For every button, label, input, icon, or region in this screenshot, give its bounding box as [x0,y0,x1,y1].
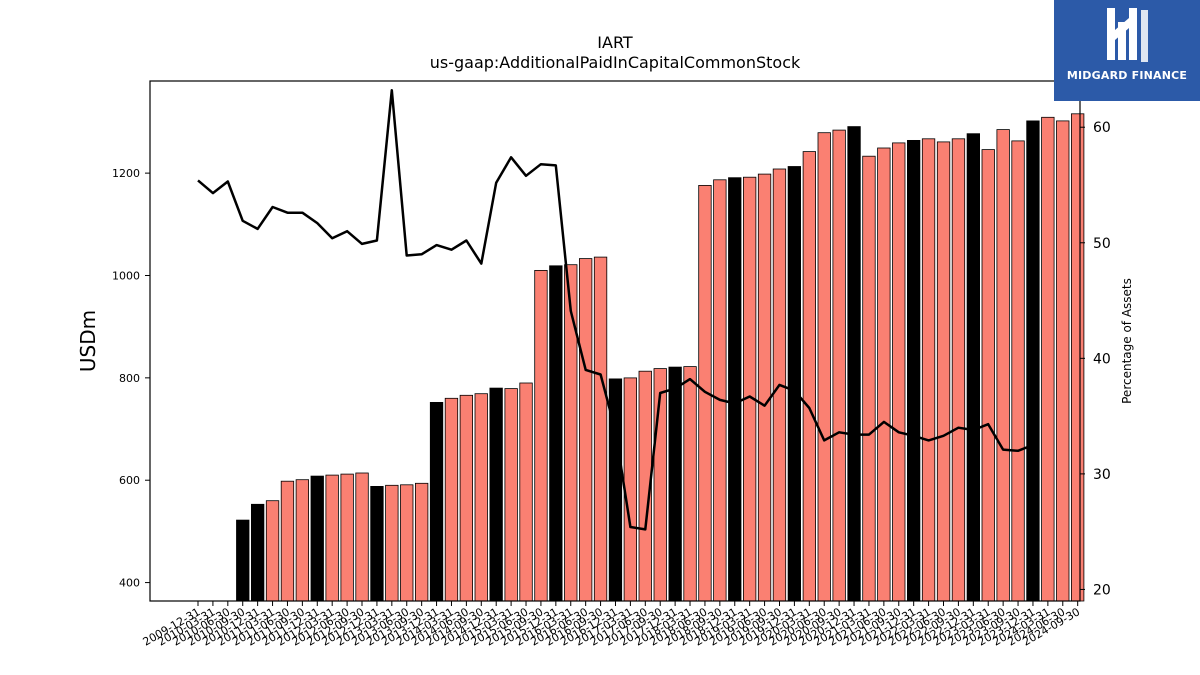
bar [951,138,966,602]
bar [683,366,697,602]
bar [921,138,936,602]
bar [489,387,503,602]
bar [414,482,429,602]
bar [1071,113,1085,602]
bar [757,173,772,602]
y-tick-label: 1200 [112,167,140,180]
bar [802,151,816,602]
y-tick-label: 1000 [112,269,140,282]
bar [787,166,801,602]
bar [593,256,608,602]
bar [355,472,369,602]
plot-area [197,88,1085,602]
bar [936,141,951,602]
y2-tick-label: 30 [1093,467,1111,483]
y-axis-label: USDm [76,310,100,372]
y2-tick-label: 50 [1093,236,1111,252]
bar [907,139,921,602]
bar [325,474,339,602]
bar [817,132,831,602]
brand-logo: MIDGARD FINANCE [1054,0,1200,101]
bar [519,382,533,602]
logo-text: MIDGARD FINANCE [1066,69,1188,82]
bar [504,388,518,602]
bar [340,473,354,602]
y2-tick-label: 60 [1093,120,1111,136]
bar [847,126,861,602]
bar [1026,120,1040,602]
bar [1011,140,1025,602]
bar [966,133,980,602]
y-tick-label: 600 [119,474,140,487]
bar [265,500,280,602]
bar [668,366,682,602]
bar [444,397,459,602]
bar [459,394,474,602]
bar [728,177,742,602]
y2-axis-label: Percentage of Assets [1120,278,1134,404]
bar [295,479,310,602]
bar [250,503,265,602]
bar [1041,116,1055,602]
bar [474,393,488,602]
bar [743,176,757,602]
y-tick-label: 400 [119,577,140,590]
logo-mark-icon [1107,8,1148,62]
chart-title: IART [597,33,633,52]
bar [236,519,250,602]
bar [877,147,891,602]
bar [370,485,384,602]
bar [832,129,846,602]
bar [579,258,593,602]
bar [385,484,399,602]
percentage-line [197,88,1034,531]
bar [400,484,414,602]
bar [429,401,444,602]
chart-subtitle: us-gaap:AdditionalPaidInCapitalCommonSto… [430,53,801,72]
bar [1056,120,1070,602]
bar [996,129,1010,602]
y-tick-label: 800 [119,372,140,385]
bar [981,149,995,602]
bar [713,179,727,602]
bar [549,265,563,602]
bar [534,269,548,602]
bar [892,142,906,602]
bar [310,475,324,602]
y2-tick-label: 40 [1093,351,1111,367]
bar [623,377,637,602]
bar [280,480,295,602]
y2-tick-label: 20 [1093,582,1111,598]
bar [862,155,876,602]
